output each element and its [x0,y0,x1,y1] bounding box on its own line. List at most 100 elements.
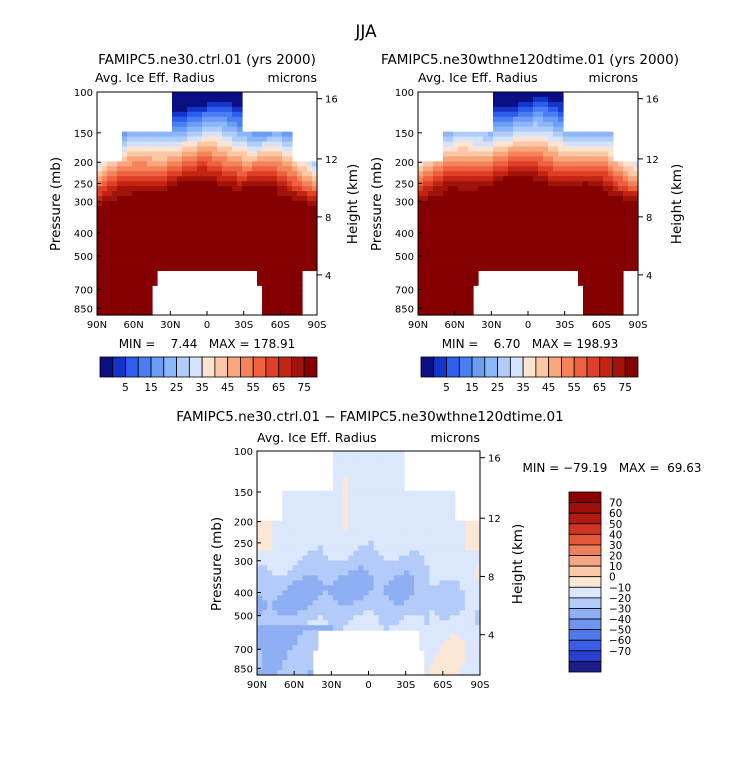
field-cell [474,565,481,572]
field-cell [122,280,128,286]
field-cell [267,295,273,301]
field-cell [287,510,294,517]
field-cell [383,490,390,497]
field-cell [434,555,441,562]
field-cell [132,151,138,158]
field-cell [247,166,253,172]
field-cell [297,590,304,596]
field-cell [443,260,449,267]
field-cell [473,181,479,187]
field-cell [618,191,624,197]
field-cell [307,580,314,586]
field-cell [439,600,446,606]
field-cell [573,201,579,207]
field-cell [317,525,324,532]
field-cell [312,525,319,532]
field-cell [503,92,509,98]
field-cell [553,265,559,271]
field-cell [297,505,304,512]
field-cell [282,490,289,497]
field-cell [338,451,344,457]
field-cell [458,280,464,286]
field-cell [403,525,410,532]
field-cell [322,625,329,631]
field-cell [302,245,308,252]
field-cell [459,605,466,611]
field-cell [172,121,178,128]
field-cell [518,166,524,172]
field-cell [588,131,594,138]
field-cell [393,510,400,517]
field-cell [167,176,173,182]
field-cell [508,106,514,113]
field-cell [257,575,263,582]
field-cell [172,171,178,177]
field-cell [493,141,499,148]
field-cell [388,570,395,577]
field-cell [137,280,143,286]
field-cell [282,146,288,153]
field-cell [418,220,424,227]
colorbar-box [303,356,318,378]
field-cell [563,176,569,182]
field-cell [112,171,118,177]
field-cell [459,590,466,596]
field-cell [578,255,584,262]
field-cell [373,590,380,596]
field-cell [122,161,128,167]
field-cell [227,181,233,187]
field-cell [528,220,534,227]
field-cell [287,640,294,646]
field-cell [297,630,304,636]
field-cell [429,520,435,527]
field-cell [493,265,499,271]
field-cell [454,590,461,596]
field-cell [463,171,469,177]
field-cell [242,176,248,182]
field-cell [152,136,158,143]
field-cell [202,240,208,247]
field-cell [212,255,218,262]
field-cell [488,250,494,257]
field-cell [568,260,574,267]
field-cell [338,475,344,482]
field-cell [242,220,248,227]
field-cell [287,520,294,527]
field-cell [523,111,529,118]
field-cell [513,250,519,257]
field-cell [338,615,344,621]
field-cell [242,146,248,153]
field-cell [107,250,113,257]
field-cell [242,225,248,232]
field-cell [613,161,619,167]
field-cell [237,245,243,252]
field-cell [368,485,375,492]
field-cell [419,625,425,631]
field-cell [453,230,459,237]
field-cell [418,255,424,262]
field-cell [363,505,370,512]
field-cell [122,310,128,316]
field-cell [157,171,163,177]
field-cell [137,141,143,148]
field-cell [463,181,469,187]
field-cell [267,215,273,222]
field-cell [272,595,278,601]
field-cell [107,191,113,197]
field-cell [463,151,469,158]
field-cell [459,575,466,582]
axes: 90N 60N 30N 0 30S 60S 90S100150200250300400500… [234,447,501,691]
field-cell [287,275,293,281]
field-cell [272,310,278,316]
field-cell [503,255,509,262]
field-cell [593,196,599,202]
field-cell [453,260,459,267]
field-cell [137,166,143,172]
field-cell [207,111,213,118]
field-cell [157,176,163,182]
field-cell [277,670,283,676]
field-cell [398,595,405,601]
field-cell [618,305,624,311]
field-cell [513,136,519,143]
colorbar-box [446,356,460,378]
